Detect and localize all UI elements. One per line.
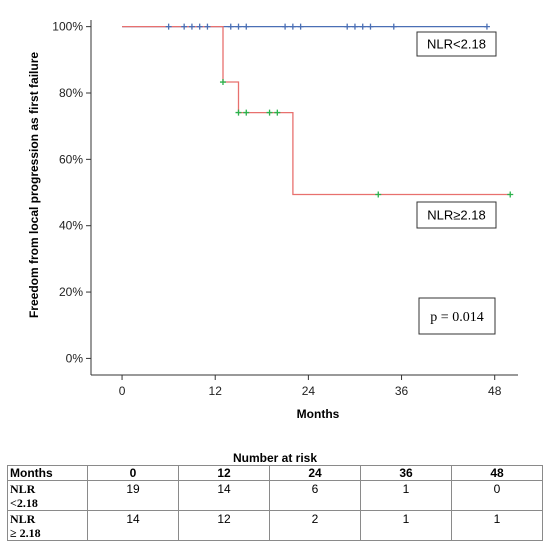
risk-row-low: NLR <2.18 19 14 6 1 0 xyxy=(7,480,543,511)
censor-mark xyxy=(181,23,188,30)
censor-mark xyxy=(274,109,281,116)
censor-mark xyxy=(204,23,211,30)
censor-marks xyxy=(165,23,514,198)
legend-box-low: NLR<2.18 xyxy=(416,31,497,57)
y-tick-label: 20% xyxy=(59,285,83,299)
risk-row-high: NLR ≥ 2.18 14 12 2 1 1 xyxy=(7,510,543,541)
censor-mark xyxy=(297,23,304,30)
censor-mark xyxy=(344,23,351,30)
risk-cell: 1 xyxy=(360,480,452,511)
censor-mark xyxy=(351,23,358,30)
y-tick-label: 100% xyxy=(52,20,83,34)
risk-header-cell: 12 xyxy=(178,465,270,481)
risk-cell: 12 xyxy=(178,510,270,541)
risk-header-months: Months xyxy=(7,465,88,481)
risk-header-cell: 36 xyxy=(360,465,452,481)
censor-mark xyxy=(367,23,374,30)
risk-header-cell: 48 xyxy=(451,465,543,481)
censor-mark xyxy=(266,109,273,116)
x-ticks: 0 12 24 36 48 xyxy=(119,375,502,398)
legend-box-high: NLR≥2.18 xyxy=(416,201,497,229)
risk-cell: 14 xyxy=(87,510,179,541)
y-tick-label: 60% xyxy=(59,152,83,166)
number-at-risk-table: Months 0 12 24 36 48 NLR <2.18 19 14 6 1 … xyxy=(7,465,543,541)
legend-label-low: NLR<2.18 xyxy=(427,37,486,52)
censor-mark xyxy=(196,23,203,30)
y-axis-label: Freedom from local progression as first … xyxy=(27,52,41,318)
risk-cell: 1 xyxy=(451,510,543,541)
risk-cell: 6 xyxy=(269,480,361,511)
censor-mark xyxy=(507,191,514,198)
y-tick-label: 80% xyxy=(59,86,83,100)
risk-header-cell: 0 xyxy=(87,465,179,481)
censor-mark xyxy=(235,23,242,30)
censor-mark xyxy=(219,79,226,86)
x-tick-label: 48 xyxy=(488,384,502,398)
risk-row-label: NLR <2.18 xyxy=(7,480,88,511)
legend-label-high: NLR≥2.18 xyxy=(427,208,485,223)
censor-mark xyxy=(165,23,172,30)
censor-mark xyxy=(390,23,397,30)
risk-cell: 14 xyxy=(178,480,270,511)
x-tick-label: 0 xyxy=(119,384,126,398)
risk-row-label: NLR ≥ 2.18 xyxy=(7,510,88,541)
censor-mark xyxy=(235,109,242,116)
risk-table-title: Number at risk xyxy=(232,451,318,465)
risk-cell: 19 xyxy=(87,480,179,511)
km-chart: 0% 20% 40% 60% 80% 100% 0 12 24 36 48 Freedom fro… xyxy=(27,20,518,421)
censor-mark xyxy=(282,23,289,30)
y-ticks: 0% 20% 40% 60% 80% 100% xyxy=(52,20,91,365)
censor-mark xyxy=(243,23,250,30)
risk-cell: 0 xyxy=(451,480,543,511)
x-tick-label: 12 xyxy=(209,384,223,398)
censor-mark xyxy=(359,23,366,30)
p-value-box: p = 0.014 xyxy=(418,297,496,335)
censor-mark xyxy=(375,191,382,198)
censor-mark xyxy=(243,109,250,116)
y-tick-label: 40% xyxy=(59,219,83,233)
p-value: p = 0.014 xyxy=(430,310,483,325)
x-tick-label: 36 xyxy=(395,384,409,398)
axes xyxy=(90,20,518,376)
survival-curve-high xyxy=(122,25,511,196)
censor-mark xyxy=(289,23,296,30)
censor-mark xyxy=(227,23,234,30)
risk-cell: 1 xyxy=(360,510,452,541)
censor-mark xyxy=(188,23,195,30)
x-tick-label: 24 xyxy=(302,384,316,398)
risk-cell: 2 xyxy=(269,510,361,541)
x-axis-label: Months xyxy=(297,407,340,421)
censor-mark xyxy=(483,23,490,30)
risk-header-cell: 24 xyxy=(269,465,361,481)
risk-header-row: Months 0 12 24 36 48 xyxy=(7,465,543,481)
y-tick-label: 0% xyxy=(66,351,84,365)
